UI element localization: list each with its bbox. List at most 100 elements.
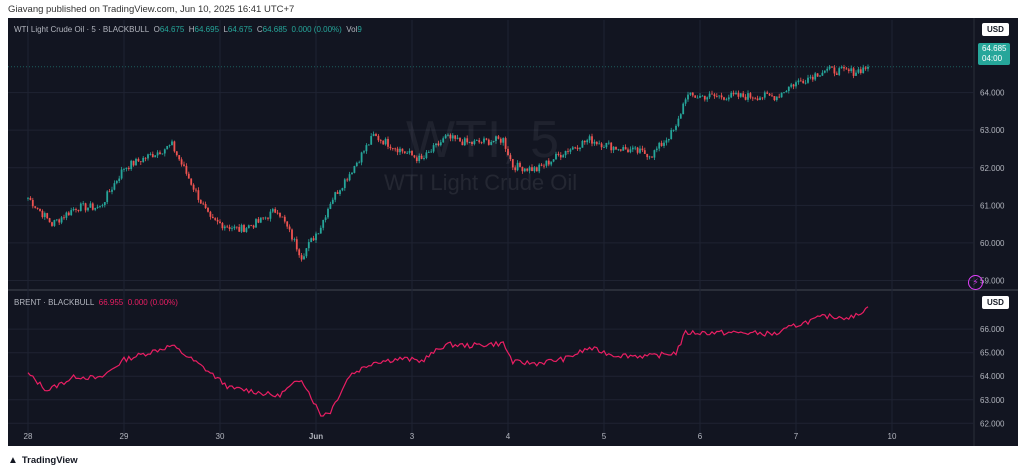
wti-candle	[636, 147, 639, 153]
wti-candle	[228, 227, 231, 229]
chart-area[interactable]: 59.000 60.000 61.000 62.000 63.000 64.000 62.0…	[8, 18, 1018, 446]
wti-candle	[720, 95, 723, 98]
brent-currency-button[interactable]: USD	[982, 296, 1009, 309]
wti-candle	[288, 226, 291, 230]
wti-candle	[684, 99, 687, 104]
wti-candle	[509, 155, 512, 160]
wti-candle	[559, 154, 562, 158]
wti-candle	[759, 97, 761, 101]
wti-candle	[353, 166, 356, 173]
brent-y-tick-label: 63.000	[980, 396, 1005, 405]
wti-candle	[847, 69, 850, 72]
wti-candle	[749, 93, 752, 98]
wti-candle	[295, 239, 298, 250]
wti-candle	[425, 152, 428, 158]
wti-currency-button[interactable]: USD	[982, 23, 1009, 36]
wti-candle	[768, 93, 771, 96]
wti-candle	[137, 158, 140, 162]
wti-candle	[358, 162, 361, 164]
wti-candle	[307, 242, 310, 249]
wti-candle	[387, 138, 389, 147]
wti-candle	[533, 167, 536, 172]
wti-candle	[838, 68, 841, 75]
wti-candle	[209, 211, 212, 217]
wti-candle	[202, 203, 205, 205]
wti-candle	[53, 220, 56, 226]
wti-candle	[773, 96, 776, 101]
wti-candle	[283, 216, 286, 222]
wti-candle	[437, 143, 440, 146]
wti-candle	[168, 145, 171, 146]
wti-candle	[238, 227, 241, 232]
wti-candle	[435, 143, 437, 146]
wti-candle	[855, 72, 857, 76]
wti-candle	[305, 248, 308, 257]
wti-candle	[703, 95, 706, 100]
wti-candle	[82, 203, 85, 205]
wti-candle	[790, 84, 793, 87]
wti-candle	[771, 95, 773, 97]
wti-candle	[696, 97, 699, 99]
wti-candle	[610, 142, 613, 151]
wti-legend[interactable]: WTI Light Crude Oil · 5 · BLACKBULL O64.…	[14, 25, 362, 34]
wti-y-tick-label: 59.000	[980, 276, 1005, 285]
wti-candle	[367, 144, 370, 146]
wti-candle	[281, 216, 284, 218]
wti-candle	[735, 92, 737, 95]
wti-candle	[70, 210, 73, 216]
wti-candle	[617, 149, 620, 151]
tradingview-logo[interactable]: ▲ TradingView	[8, 455, 78, 466]
watermark-name: WTI Light Crude Oil	[384, 170, 578, 195]
wti-candle	[156, 152, 159, 156]
brent-legend[interactable]: BRENT · BLACKBULL 66.955 0.000 (0.00%)	[14, 298, 178, 307]
wti-candle	[264, 217, 267, 219]
wti-candle	[351, 172, 353, 175]
wti-candle	[403, 151, 406, 154]
wti-candle	[322, 219, 325, 228]
wti-candle	[526, 168, 529, 171]
wti-y-tick-label: 62.000	[980, 164, 1005, 173]
wti-candle	[708, 93, 711, 98]
wti-candle	[689, 92, 692, 95]
wti-candle	[859, 69, 862, 74]
wti-candle	[478, 140, 481, 143]
wti-candle	[192, 184, 195, 190]
wti-candle	[468, 142, 471, 143]
wti-candle	[507, 148, 509, 156]
wti-candle	[394, 148, 397, 150]
wti-candle	[473, 140, 476, 144]
wti-candle	[466, 138, 469, 143]
wti-candle	[185, 165, 188, 174]
wti-candle	[123, 168, 125, 170]
wti-candle	[480, 142, 483, 144]
wti-candle	[499, 138, 502, 143]
wti-candle	[442, 138, 445, 143]
wti-candle	[43, 213, 46, 218]
lightning-icon[interactable]: ⚡	[968, 275, 983, 290]
wti-candle	[41, 210, 44, 218]
wti-candle	[643, 150, 646, 154]
wti-candle	[252, 225, 255, 228]
wti-candle	[867, 66, 869, 69]
wti-candle	[579, 147, 581, 150]
brent-y-tick-label: 64.000	[980, 372, 1005, 381]
wti-candle	[221, 223, 224, 229]
price-chart-svg[interactable]: 59.000 60.000 61.000 62.000 63.000 64.000 62.0…	[8, 18, 1018, 446]
wti-candle	[151, 154, 154, 158]
wti-candle	[862, 67, 865, 74]
wti-legend-symbol: WTI Light Crude Oil · 5 · BLACKBULL	[14, 25, 150, 34]
wti-candle	[660, 142, 663, 146]
wti-candle	[706, 97, 709, 100]
wti-candle	[612, 146, 615, 151]
wti-candle	[348, 174, 351, 181]
wti-candle	[195, 189, 197, 191]
wti-candle	[267, 217, 269, 219]
wti-candle	[571, 147, 574, 150]
wti-candle	[233, 226, 236, 229]
wti-candle	[36, 207, 39, 209]
wti-candle	[341, 188, 344, 191]
wti-candle	[624, 147, 627, 150]
wti-candle	[58, 219, 61, 223]
wti-candle	[197, 190, 200, 200]
wti-candle	[787, 86, 790, 91]
